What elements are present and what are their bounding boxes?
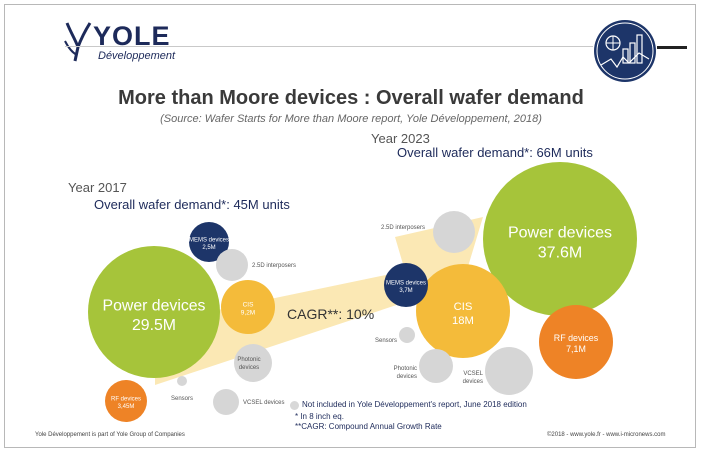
mems-devices-2017-label: MEMS devices — [189, 237, 229, 243]
cis-2017-bubble — [221, 280, 275, 334]
power-devices-2023-value: 37.6M — [538, 244, 582, 261]
legend-swatch-not-included — [290, 401, 299, 410]
cis-2017-value: 9,2M — [241, 309, 255, 316]
header-accent-bar — [657, 46, 687, 49]
legend-note-8inch: * In 8 inch eq. — [295, 412, 344, 421]
power-devices-2017-value: 29.5M — [132, 317, 176, 334]
power-devices-2017-label: Power devices — [103, 297, 206, 314]
photonic-devices-2023-bubble — [419, 349, 453, 383]
demand-2023-label: Overall wafer demand*: 66M units — [397, 145, 593, 160]
legend-note-cagr: **CAGR: Compound Annual Growth Rate — [295, 422, 442, 431]
sensors-2023-bubble — [399, 327, 415, 343]
vcsel-devices-2017-label: VCSEL devices — [243, 400, 284, 406]
photonic-devices-2017-label: Photonic — [237, 357, 260, 363]
header-divider — [65, 46, 593, 47]
rf-devices-2023-bubble — [539, 305, 613, 379]
photonic-devices-2023-label-2: devices — [397, 374, 417, 380]
report-badge-icon — [594, 20, 656, 82]
cis-2023-bubble — [416, 264, 510, 358]
sensors-2023-label: Sensors — [375, 338, 397, 344]
mems-devices-2017-bubble — [189, 222, 229, 262]
photonic-devices-2023-label: Photonic — [394, 366, 417, 372]
page-title: More than Moore devices : Overall wafer … — [118, 87, 584, 109]
cis-2023-label: CIS — [454, 301, 473, 313]
vcsel-devices-2023-bubble — [485, 347, 533, 395]
2-5d-interposers-2023-label: 2.5D interposers — [381, 225, 425, 231]
cis-2023-value: 18M — [452, 315, 474, 327]
2-5d-interposers-2017-bubble — [216, 249, 248, 281]
growth-arrow — [155, 217, 483, 385]
rf-devices-2017-value: 3,45M — [118, 404, 135, 410]
cis-2017-label: CIS — [243, 301, 254, 308]
power-devices-2023-label: Power devices — [508, 224, 612, 241]
vcsel-devices-2023-label: VCSEL — [463, 371, 483, 377]
logo-subtitle: Développement — [98, 50, 176, 62]
legend-note-not-included: Not included in Yole Développement's rep… — [302, 400, 527, 409]
growth-arrow-shape — [155, 217, 483, 385]
power-devices-2017-bubble — [88, 246, 220, 378]
rf-devices-2023-label: RF devices — [554, 333, 599, 343]
vcsel-devices-2017-bubble — [213, 389, 239, 415]
demand-2017-label: Overall wafer demand*: 45M units — [94, 197, 290, 212]
rf-devices-2017-label: RF devices — [111, 396, 141, 402]
mems-devices-2023-label: MEMS devices — [386, 280, 426, 286]
mems-devices-2023-value: 3,7M — [399, 288, 412, 294]
footer-right-text: ©2018 - www.yole.fr - www.i-micronews.co… — [547, 432, 666, 438]
sensors-2017-bubble — [177, 376, 187, 386]
mems-devices-2023-bubble — [384, 263, 428, 307]
yole-logo-icon — [64, 22, 92, 62]
sensors-2017-label: Sensors — [171, 396, 193, 402]
mems-devices-2017-value: 2,5M — [202, 245, 215, 251]
photonic-devices-2017-bubble — [234, 344, 272, 382]
year-2023-label: Year 2023 — [371, 131, 430, 146]
infographic-frame: YOLE Développement More than Moore devic… — [4, 4, 696, 448]
page-subtitle: (Source: Wafer Starts for More than Moor… — [160, 113, 542, 125]
year-2017-label: Year 2017 — [68, 180, 127, 195]
rf-devices-2017-bubble — [105, 380, 147, 422]
rf-devices-2023-value: 7,1M — [566, 344, 586, 354]
power-devices-2023-bubble — [483, 162, 637, 316]
2-5d-interposers-2017-label: 2.5D interposers — [252, 263, 296, 269]
2-5d-interposers-2023-bubble — [433, 211, 475, 253]
footer-left-text: Yole Développement is part of Yole Group… — [35, 432, 185, 438]
cagr-label: CAGR**: 10% — [287, 306, 375, 322]
photonic-devices-2017-label-2: devices — [239, 365, 259, 371]
vcsel-devices-2023-label-2: devices — [463, 379, 483, 385]
